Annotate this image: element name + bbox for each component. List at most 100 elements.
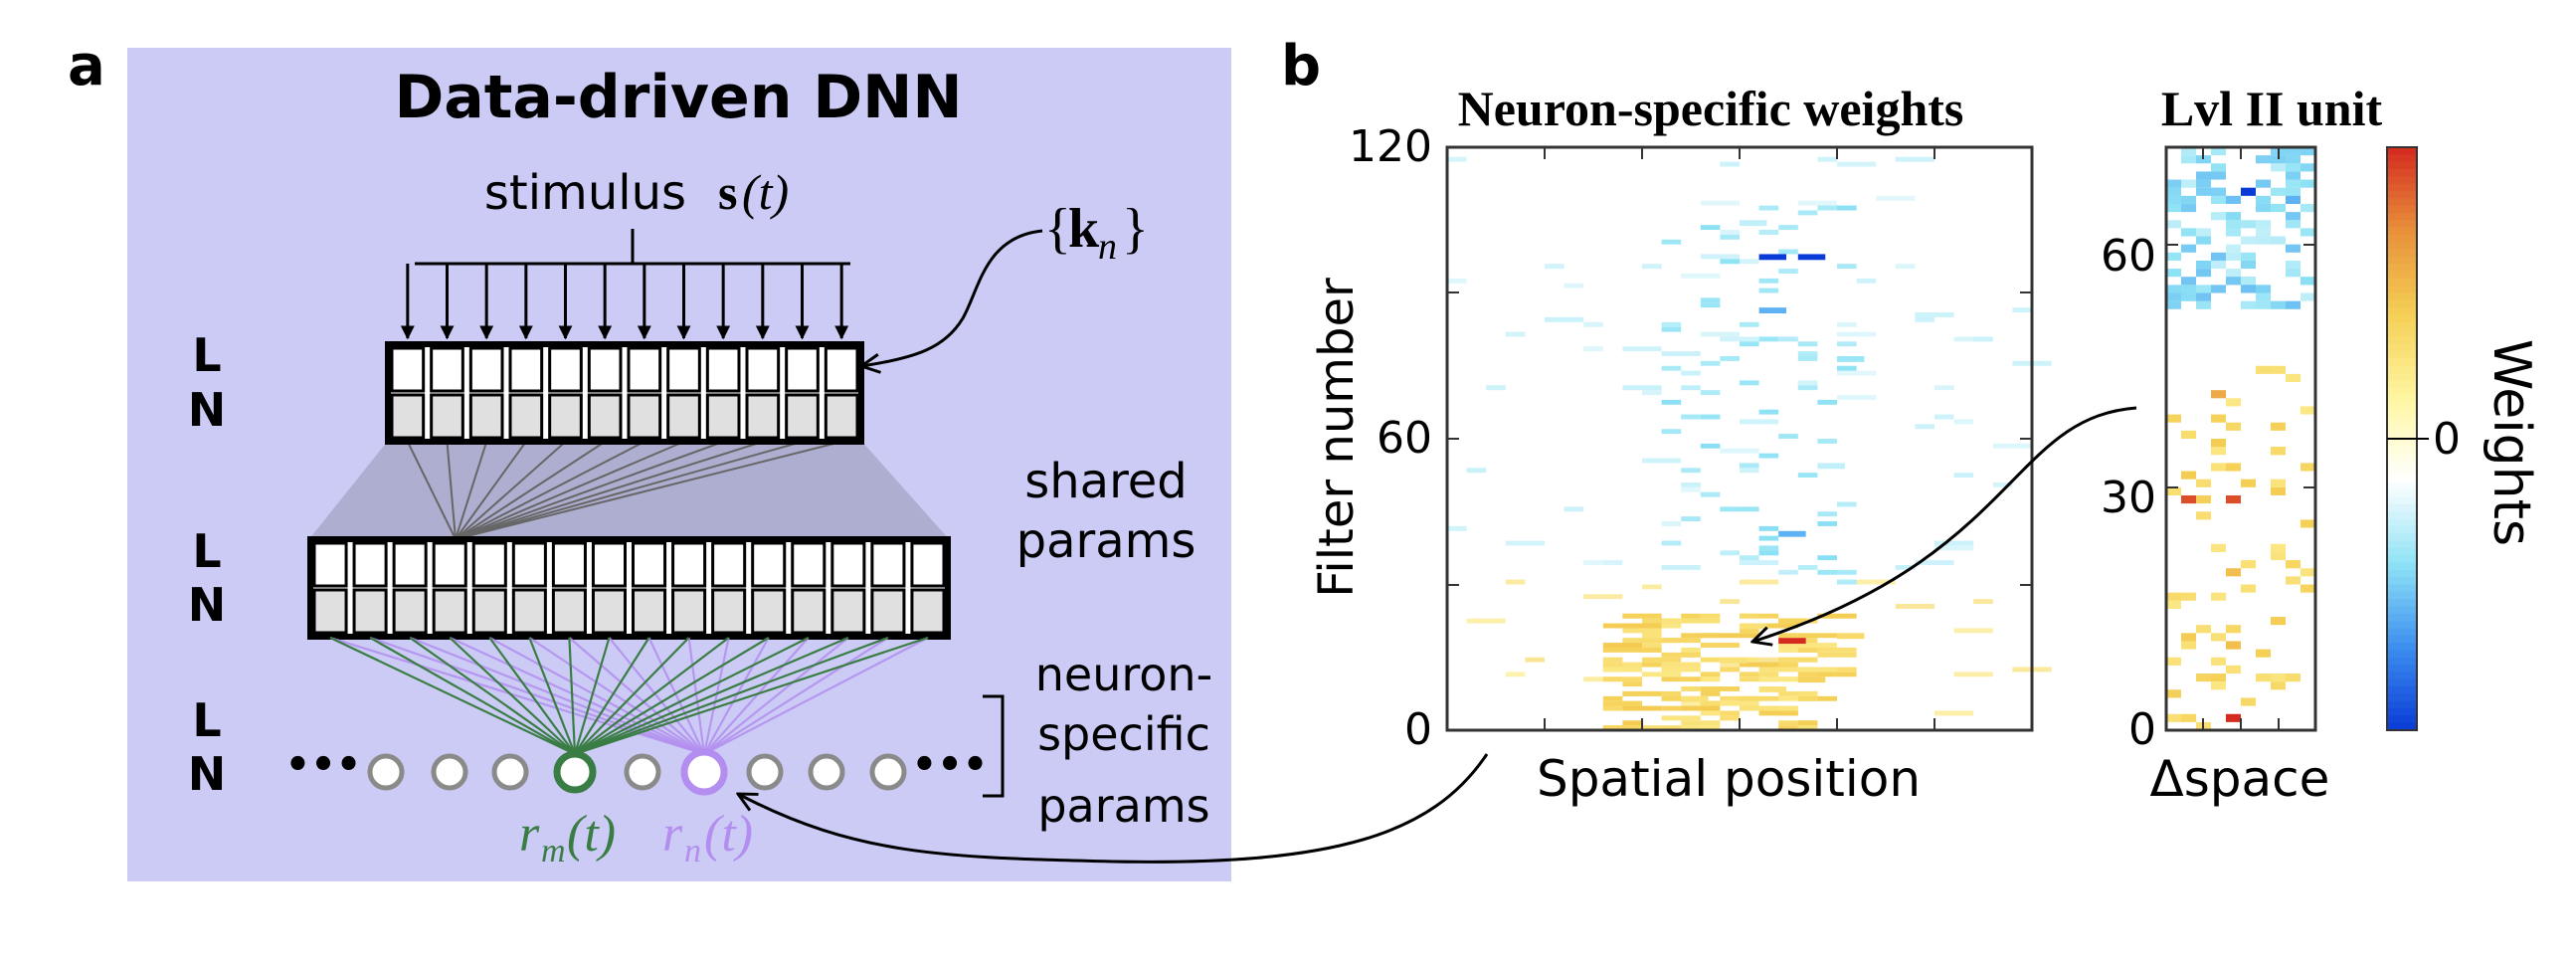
heatmap-negative-cell xyxy=(1700,414,1721,420)
colorbar-segment xyxy=(2387,351,2417,360)
colorbar-segment xyxy=(2387,249,2417,258)
unit-positive-cell xyxy=(2300,568,2315,577)
layer2-l-letter: L xyxy=(192,524,221,578)
unit-cells xyxy=(2166,147,2315,730)
heatmap-positive-cell xyxy=(1720,667,1740,673)
heatmap-negative-cell xyxy=(1700,491,1721,497)
layer2-n-cell xyxy=(751,588,787,635)
unit-negative-cell xyxy=(2241,220,2256,229)
heatmap-positive-cell xyxy=(1661,652,1701,658)
unit-positive-cell xyxy=(2241,479,2256,487)
unit-xlabel: Δspace xyxy=(2150,750,2330,808)
shared-params-line-1: shared xyxy=(1024,454,1188,509)
unit-negative-cell xyxy=(2256,285,2271,293)
heatmap-background-cell xyxy=(1953,419,1974,425)
heatmap-background-cell xyxy=(1915,424,1934,430)
unit-positive-cell xyxy=(2256,365,2271,374)
heatmap-positive-cell xyxy=(1661,725,1682,730)
neuron-unit xyxy=(746,753,784,791)
heatmap-negative-cell xyxy=(1817,555,1837,561)
colorbar-segment xyxy=(2387,569,2417,578)
readout-line-rn xyxy=(329,636,705,756)
heatmap-positive-cell xyxy=(1681,618,1721,624)
readout-line-rm xyxy=(409,637,576,755)
heatmap-positive-cell xyxy=(1720,633,1759,639)
dnn-title: Data-driven DNN xyxy=(394,63,962,132)
heatmap-background-cell xyxy=(1545,316,1584,322)
layer2-n-cell xyxy=(830,588,866,635)
colorbar-segment xyxy=(2387,147,2417,155)
heatmap-negative-cell xyxy=(1817,521,1837,526)
colorbar-segment xyxy=(2387,584,2417,593)
layer2-l-cell xyxy=(511,541,547,588)
colorbar-segment xyxy=(2387,693,2417,702)
heatmap-negative-cell xyxy=(1740,380,1759,386)
unit-negative-cell xyxy=(2211,212,2226,221)
heatmap-background-cell xyxy=(1856,278,1877,284)
layer1-n-cell xyxy=(705,393,741,440)
colorbar-segment xyxy=(2387,402,2417,411)
layer1-l-cell xyxy=(745,346,781,393)
unit-negative-cell xyxy=(2196,285,2211,293)
layer2-n-cell xyxy=(870,588,906,635)
heatmap-background-cell xyxy=(1505,672,1526,677)
unit-negative-cell xyxy=(2286,300,2300,309)
stimulus-word: stimulus xyxy=(484,165,686,221)
layer2-l-cell xyxy=(791,541,827,588)
heatmap-negative-cell xyxy=(1700,390,1721,396)
convergent-line xyxy=(455,441,645,540)
heatmap-background-cell xyxy=(1681,486,1701,492)
colorbar-segment xyxy=(2387,161,2417,170)
heatmap-positive-cell xyxy=(1758,672,1779,677)
unit-negative-cell xyxy=(2211,187,2226,196)
heatmap-background-cell xyxy=(1740,579,1779,585)
stimulus-arg: (t) xyxy=(742,164,789,220)
colorbar-segment xyxy=(2387,460,2417,469)
heatmap-negative-cell xyxy=(1661,326,1682,332)
unit-negative-cell xyxy=(2196,179,2211,188)
unit-negative-cell xyxy=(2286,187,2300,196)
unit-positive-cell xyxy=(2226,422,2241,431)
heatmap-background-cell xyxy=(1681,700,1721,706)
heatmap-background-cell xyxy=(1934,710,1974,716)
readout-connections xyxy=(329,636,929,756)
readout-line-rn xyxy=(528,637,705,755)
layer2-n-cell xyxy=(511,588,547,635)
colorbar-segment xyxy=(2387,475,2417,483)
heatmap-negative-cell xyxy=(1758,550,1779,556)
unit-negative-cell xyxy=(2226,212,2241,221)
unit-yticks: 0 30 60 xyxy=(2101,231,2156,755)
unit-positive-cell xyxy=(2211,674,2226,682)
heatmap-positive-cell xyxy=(1681,705,1721,711)
rn-symbol: r xyxy=(662,806,683,863)
heatmap-background-cell xyxy=(1992,443,2032,449)
unit-negative-cell xyxy=(2256,220,2271,229)
readout-line-rm xyxy=(574,636,849,756)
unit-positive-cell xyxy=(2271,447,2286,456)
heatmap-negative-cell xyxy=(1681,414,1701,420)
layer2-l-cell xyxy=(392,541,428,588)
heatmap-xlabel: Spatial position xyxy=(1537,750,1921,808)
heatmap-negative-cell xyxy=(1700,225,1721,231)
colorbar-segment xyxy=(2387,424,2417,433)
heatmap-positive-cell xyxy=(1740,628,1759,634)
heatmap-background-cell xyxy=(1720,161,1740,167)
heatmap-background-cell xyxy=(1681,370,1701,376)
colorbar-segment xyxy=(2387,446,2417,455)
heatmap-background-cell xyxy=(1837,321,1857,327)
unit-positive-cell xyxy=(2211,414,2226,423)
unit-cell xyxy=(2241,187,2256,196)
layer2-n-cell xyxy=(432,588,467,635)
heatmap-positive-cell xyxy=(1622,623,1662,629)
convergent-line xyxy=(455,441,803,540)
colorbar-segment xyxy=(2387,264,2417,273)
unit-negative-cell xyxy=(2166,300,2181,309)
colorbar-segment xyxy=(2387,242,2417,251)
colorbar-segment xyxy=(2387,380,2417,389)
layer2-l-cell xyxy=(471,541,507,588)
colorbar-segment xyxy=(2387,606,2417,615)
layer2-l-cell xyxy=(432,541,467,588)
colorbar-segment xyxy=(2387,621,2417,630)
unit-negative-cell xyxy=(2271,187,2286,196)
rm-argument: (t) xyxy=(567,806,616,863)
